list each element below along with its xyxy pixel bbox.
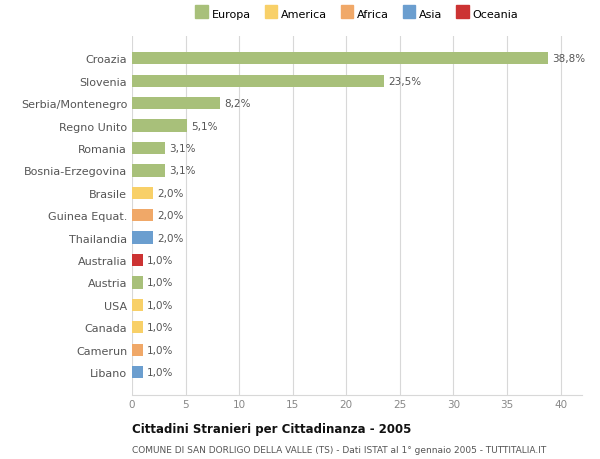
Text: 38,8%: 38,8% bbox=[552, 54, 585, 64]
Bar bbox=[132, 321, 143, 334]
Bar bbox=[132, 299, 143, 311]
Text: 1,0%: 1,0% bbox=[147, 278, 173, 288]
Bar bbox=[132, 142, 165, 155]
Text: Cittadini Stranieri per Cittadinanza - 2005: Cittadini Stranieri per Cittadinanza - 2… bbox=[132, 422, 412, 435]
Bar bbox=[132, 254, 143, 267]
Text: 8,2%: 8,2% bbox=[224, 99, 251, 109]
Text: 1,0%: 1,0% bbox=[147, 367, 173, 377]
Bar bbox=[132, 187, 154, 200]
Text: 1,0%: 1,0% bbox=[147, 345, 173, 355]
Bar bbox=[132, 98, 220, 110]
Bar bbox=[132, 366, 143, 379]
Legend: Europa, America, Africa, Asia, Oceania: Europa, America, Africa, Asia, Oceania bbox=[191, 5, 523, 24]
Bar bbox=[132, 120, 187, 132]
Text: 2,0%: 2,0% bbox=[158, 188, 184, 198]
Bar bbox=[132, 344, 143, 356]
Bar bbox=[132, 75, 384, 88]
Text: 1,0%: 1,0% bbox=[147, 323, 173, 333]
Text: 1,0%: 1,0% bbox=[147, 256, 173, 265]
Text: 3,1%: 3,1% bbox=[170, 166, 196, 176]
Text: 2,0%: 2,0% bbox=[158, 233, 184, 243]
Text: 23,5%: 23,5% bbox=[388, 77, 421, 86]
Bar bbox=[132, 277, 143, 289]
Text: 1,0%: 1,0% bbox=[147, 300, 173, 310]
Bar bbox=[132, 53, 548, 65]
Text: 5,1%: 5,1% bbox=[191, 121, 217, 131]
Text: 3,1%: 3,1% bbox=[170, 144, 196, 154]
Bar bbox=[132, 165, 165, 177]
Bar bbox=[132, 210, 154, 222]
Text: 2,0%: 2,0% bbox=[158, 211, 184, 221]
Text: COMUNE DI SAN DORLIGO DELLA VALLE (TS) - Dati ISTAT al 1° gennaio 2005 - TUTTITA: COMUNE DI SAN DORLIGO DELLA VALLE (TS) -… bbox=[132, 445, 546, 454]
Bar bbox=[132, 232, 154, 244]
